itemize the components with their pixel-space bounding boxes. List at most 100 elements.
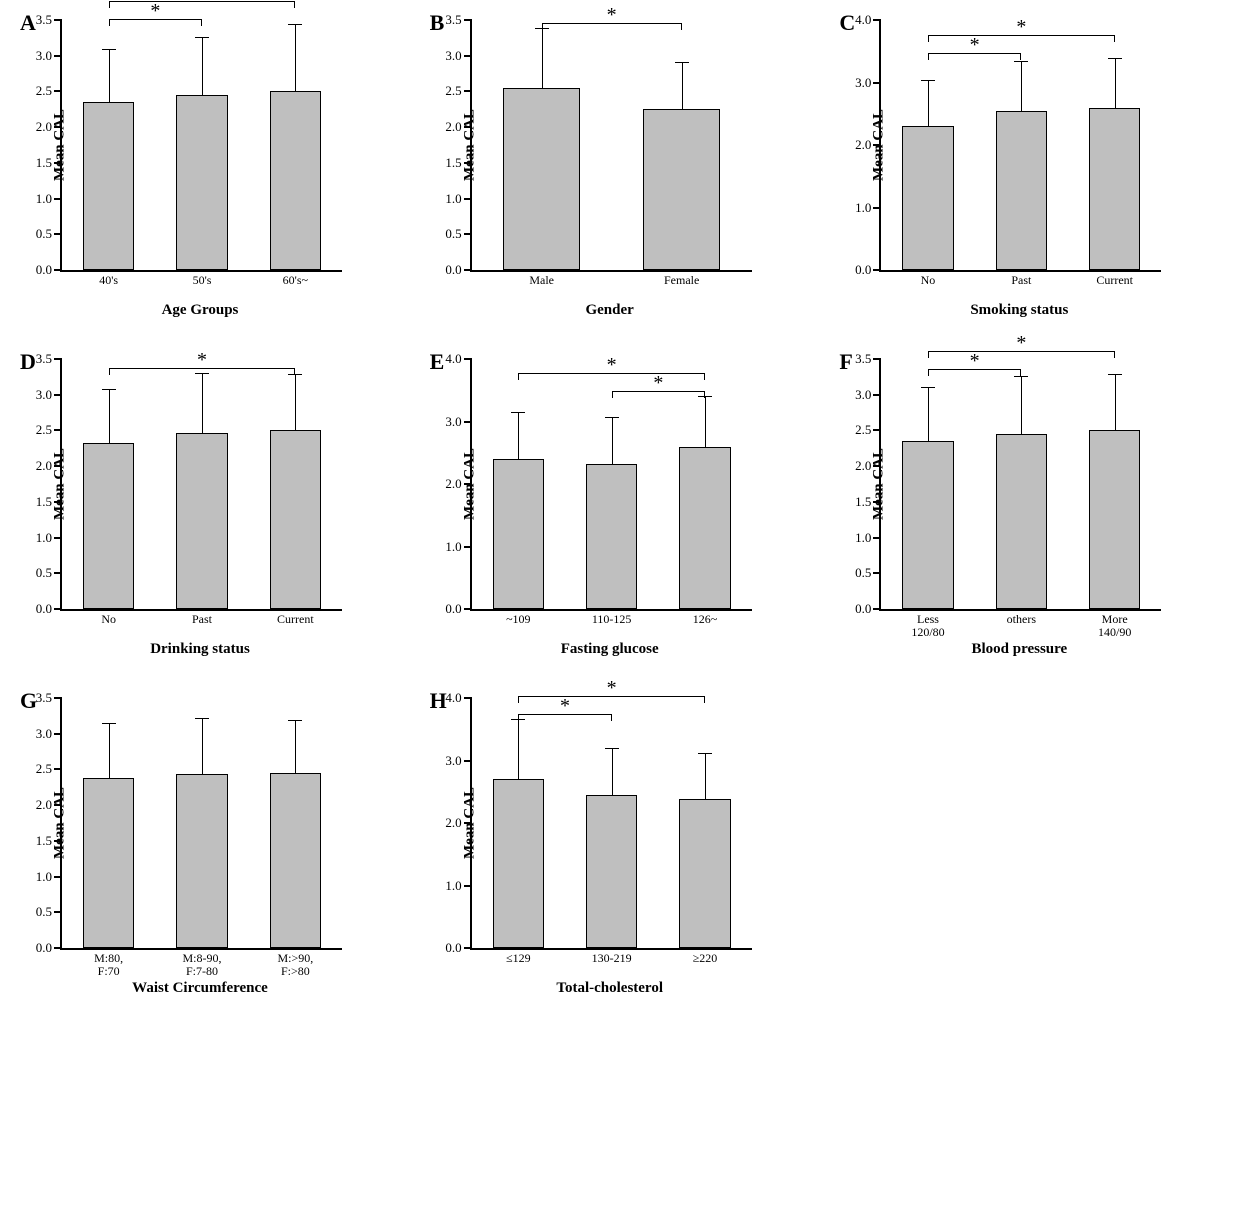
error-bar <box>1021 62 1022 111</box>
panel-E: EMean CAL0.01.02.03.04.0~109110-125126~*… <box>430 359 810 658</box>
y-axis-label: Mean CAL <box>52 448 69 520</box>
panel-D: DMean CAL0.00.51.01.52.02.53.03.5NoPastC… <box>20 359 400 658</box>
plot-area: Mean CAL0.01.02.03.04.0~109110-125126~** <box>470 359 752 611</box>
significance-star: * <box>197 0 207 3</box>
error-bar <box>109 724 110 778</box>
error-cap <box>511 412 525 413</box>
error-bar <box>202 374 203 433</box>
significance-star: * <box>1016 333 1026 353</box>
y-tick-label: 2.5 <box>855 422 871 438</box>
significance-star: * <box>1016 17 1026 37</box>
bar <box>1089 108 1140 271</box>
y-tick <box>464 885 472 887</box>
y-tick-label: 0.5 <box>36 226 52 242</box>
y-tick <box>873 429 881 431</box>
y-tick-label: 4.0 <box>445 351 461 367</box>
y-tick-label: 3.0 <box>445 48 461 64</box>
y-tick-label: 1.5 <box>855 494 871 510</box>
y-axis-label: Mean CAL <box>461 109 478 181</box>
y-tick-label: 1.5 <box>445 155 461 171</box>
x-axis-label: Age Groups <box>60 302 340 319</box>
y-tick <box>54 55 62 57</box>
error-bar <box>202 719 203 775</box>
category-label: 130-219 <box>567 952 656 965</box>
y-tick <box>54 358 62 360</box>
significance-star: * <box>970 351 980 371</box>
category-label: Current <box>1070 274 1159 287</box>
error-bar <box>295 721 296 773</box>
y-tick <box>54 768 62 770</box>
panel-letter: H <box>430 688 447 714</box>
y-tick-label: 1.5 <box>36 833 52 849</box>
bar <box>679 799 730 948</box>
error-bar <box>1021 377 1022 434</box>
y-tick-label: 0.5 <box>36 904 52 920</box>
y-tick <box>873 537 881 539</box>
error-cap <box>1108 58 1122 59</box>
error-bar <box>682 63 683 109</box>
y-tick <box>54 572 62 574</box>
x-axis-label: Gender <box>470 302 750 319</box>
plot-area: Mean CAL0.01.02.03.04.0≤129130-219≥220** <box>470 698 752 950</box>
panel-grid: AMean CAL0.00.51.01.52.02.53.03.540's50'… <box>20 20 1219 997</box>
y-tick-label: 2.5 <box>36 761 52 777</box>
error-bar <box>705 754 706 800</box>
y-tick-label: 3.0 <box>445 753 461 769</box>
category-label: No <box>884 274 973 287</box>
error-cap <box>698 396 712 397</box>
panel-C: CMean CAL0.01.02.03.04.0NoPastCurrent**S… <box>839 20 1219 319</box>
y-tick <box>54 733 62 735</box>
category-label: No <box>64 613 153 626</box>
plot-area: Mean CAL0.00.51.01.52.02.53.03.5MaleFema… <box>470 20 752 272</box>
significance-star: * <box>607 678 617 698</box>
y-tick <box>464 546 472 548</box>
category-label: 40's <box>64 274 153 287</box>
y-tick-label: 1.0 <box>855 530 871 546</box>
y-tick <box>464 233 472 235</box>
error-cap <box>605 417 619 418</box>
y-tick-label: 0.0 <box>36 940 52 956</box>
bar <box>176 433 227 609</box>
bar <box>83 778 134 948</box>
significance-star: * <box>970 35 980 55</box>
chart-wrap: Mean CAL0.00.51.01.52.02.53.03.5Less 120… <box>879 359 1219 658</box>
y-tick-label: 1.0 <box>445 539 461 555</box>
y-tick <box>54 126 62 128</box>
y-axis-label: Mean CAL <box>52 109 69 181</box>
y-tick-label: 0.0 <box>445 940 461 956</box>
category-label: others <box>977 613 1066 626</box>
y-tick <box>873 501 881 503</box>
error-cap <box>1014 61 1028 62</box>
panel-H: HMean CAL0.01.02.03.04.0≤129130-219≥220*… <box>430 698 810 997</box>
error-bar <box>1115 59 1116 108</box>
error-bar <box>295 25 296 91</box>
y-tick <box>464 55 472 57</box>
significance-star: * <box>560 696 570 716</box>
bar <box>996 434 1047 609</box>
bar <box>503 88 580 270</box>
y-tick-label: 0.0 <box>445 262 461 278</box>
y-tick <box>464 162 472 164</box>
error-bar <box>109 390 110 442</box>
y-tick-label: 3.5 <box>855 351 871 367</box>
panel-letter: D <box>20 349 36 375</box>
significance-star: * <box>607 355 617 375</box>
y-tick <box>464 269 472 271</box>
y-tick <box>54 19 62 21</box>
panel-letter: E <box>430 349 445 375</box>
y-tick-label: 2.0 <box>36 119 52 135</box>
y-tick-label: 2.0 <box>445 119 461 135</box>
y-tick <box>54 501 62 503</box>
bar <box>679 447 730 610</box>
category-label: ≤129 <box>474 952 563 965</box>
x-axis-label: Smoking status <box>879 302 1159 319</box>
y-tick <box>873 572 881 574</box>
y-tick <box>464 126 472 128</box>
y-tick-label: 1.0 <box>36 191 52 207</box>
bar <box>996 111 1047 270</box>
significance-star: * <box>150 1 160 21</box>
error-cap <box>1108 374 1122 375</box>
y-tick <box>464 947 472 949</box>
x-axis-label: Blood pressure <box>879 641 1159 658</box>
y-tick-label: 2.0 <box>855 458 871 474</box>
